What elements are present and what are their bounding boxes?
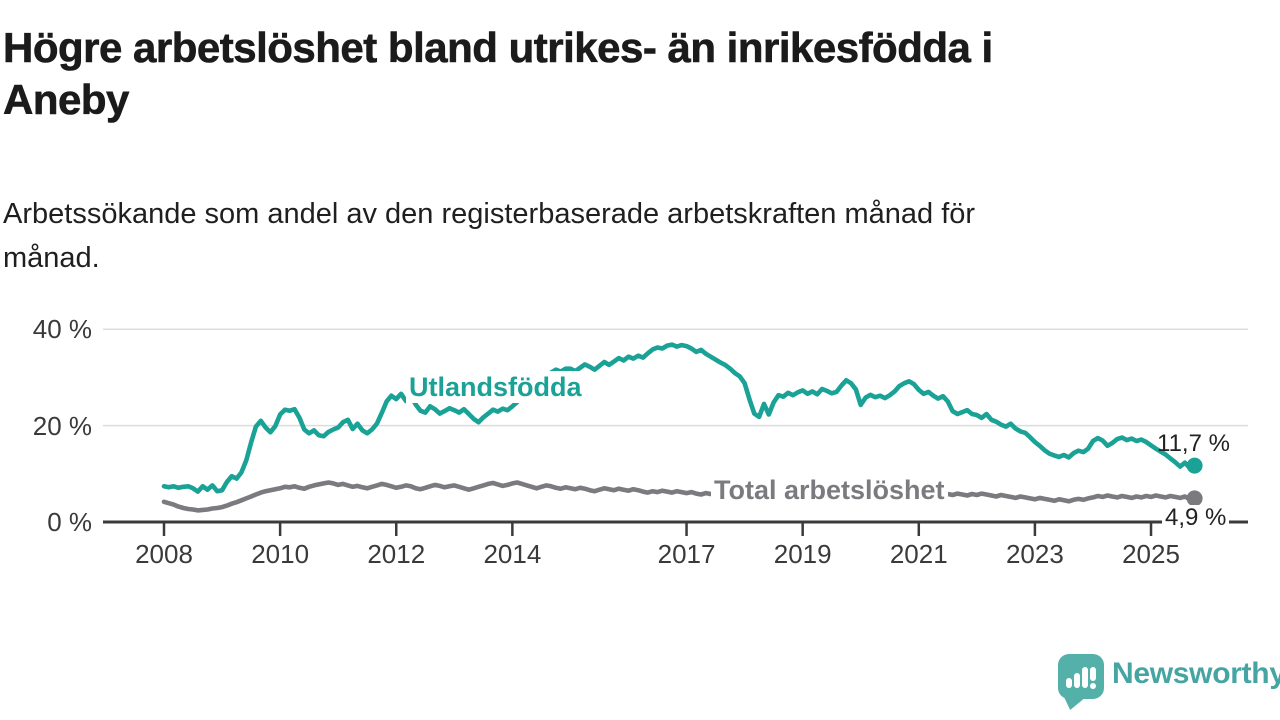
y-axis-tick-label: 20 % [32, 410, 92, 441]
x-axis-tick-label: 2019 [773, 539, 832, 569]
series-line-0 [161, 342, 1197, 494]
series-label-total-arbetsloshet: Total arbetslöshet [711, 474, 948, 506]
x-axis-tick-label: 2012 [367, 539, 426, 569]
chart-subtitle-line-2: månad. [3, 242, 100, 274]
chart-subtitle-line-1: Arbetssökande som andel av den registerb… [3, 198, 976, 230]
end-value-label-utlandsfodda: 11,7 % [1157, 430, 1230, 457]
series-end-dot-0 [1186, 457, 1203, 474]
x-axis-tick-label: 2010 [251, 539, 310, 569]
end-value-label-total: 4,9 % [1162, 505, 1230, 531]
newsworthy-speech-bubble-bar-chart-icon [1058, 654, 1104, 710]
x-axis-tick-label: 2008 [135, 539, 193, 569]
y-axis-tick-label: 40 % [32, 314, 92, 345]
x-axis-tick-label: 2021 [889, 539, 948, 569]
series-end-dot-1 [1186, 490, 1203, 507]
page-title-line-1: Högre arbetslöshet bland utrikes- än inr… [3, 24, 994, 72]
x-axis-tick-label: 2017 [657, 539, 716, 569]
y-axis-tick-label: 0 % [47, 507, 92, 537]
chart-subtitle: Arbetssökande som andel av den registerb… [3, 192, 975, 280]
page-title-line-2: Aneby [3, 76, 130, 124]
x-axis-tick-label: 2025 [1122, 539, 1180, 569]
x-axis-tick-label: 2014 [483, 539, 542, 569]
series-label-utlandsfodda: Utlandsfödda [406, 371, 585, 403]
page-title: Högre arbetslöshet bland utrikes- än inr… [3, 22, 994, 126]
speech-bubble-tail [1064, 697, 1086, 710]
series-line-1 [161, 480, 1197, 513]
newsworthy-wordmark: Newsworthy [1112, 657, 1280, 690]
x-axis-tick-label: 2023 [1005, 539, 1064, 569]
newsworthy-logo-link[interactable]: Newsworthy [1058, 654, 1280, 714]
